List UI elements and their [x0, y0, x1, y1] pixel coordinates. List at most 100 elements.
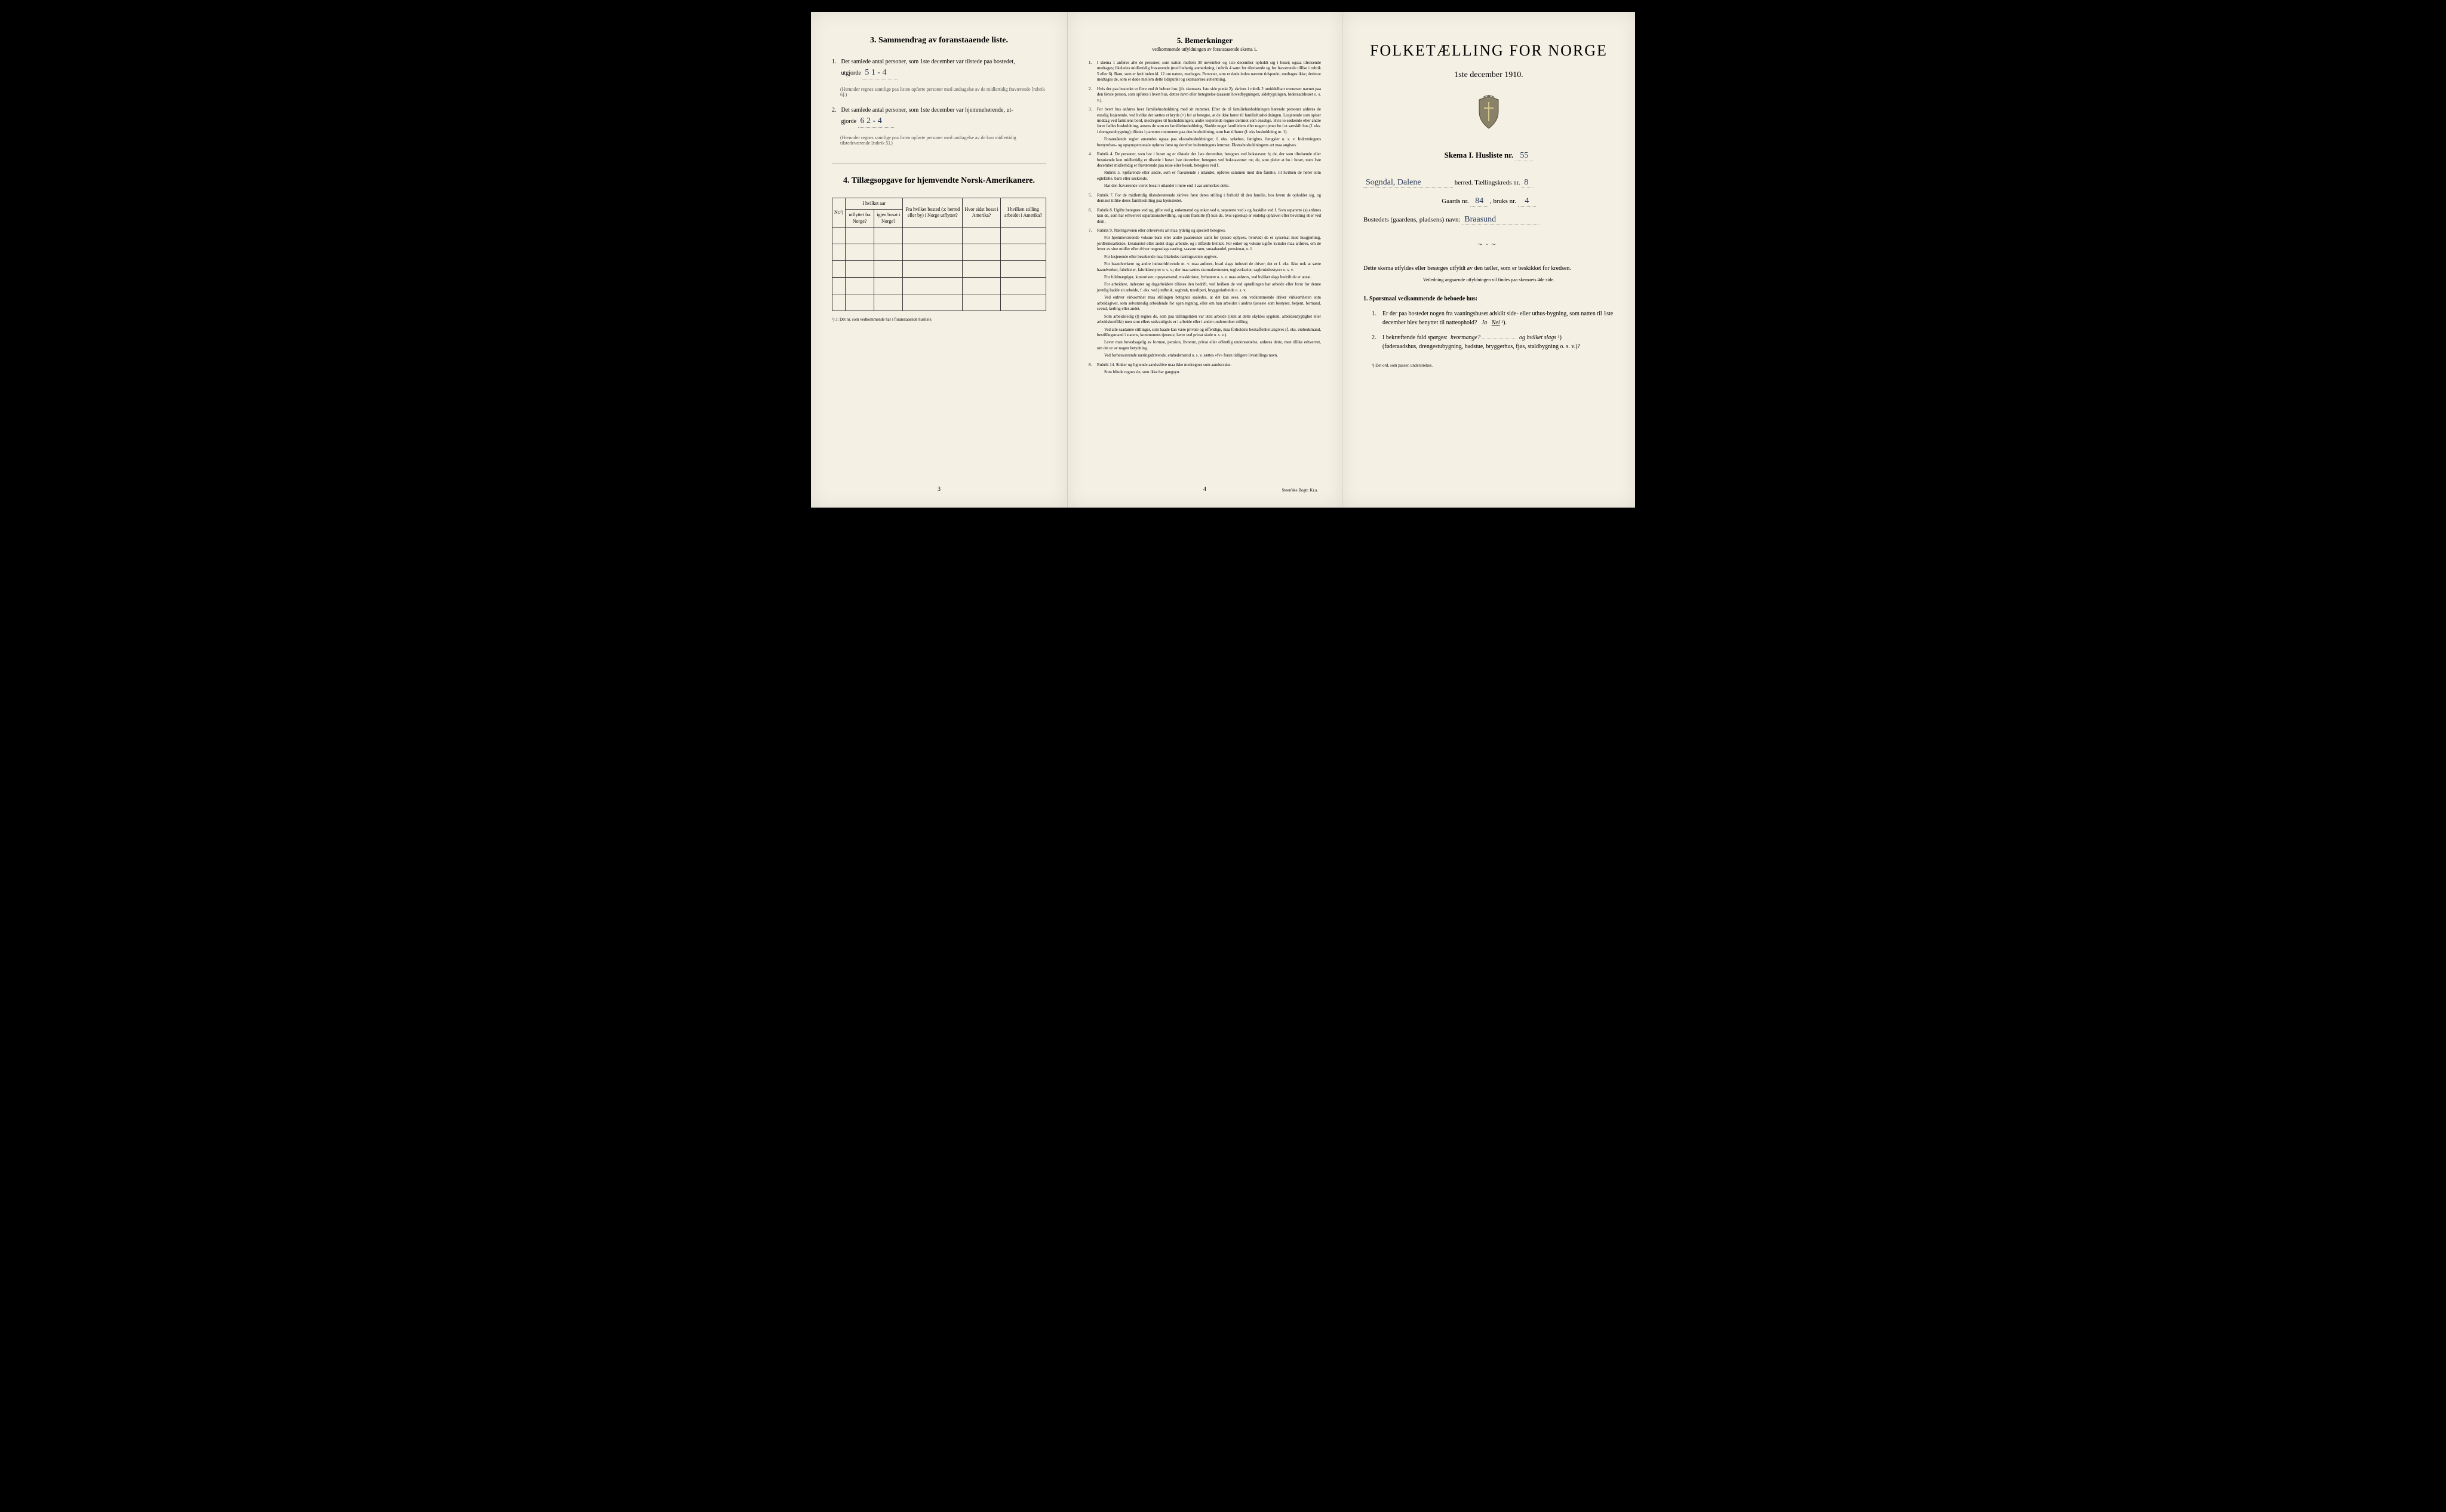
table-row: [832, 261, 1046, 278]
table-row: [832, 244, 1046, 261]
remark-item: 5.Rubrik 7. For de midlertidig tilstedev…: [1089, 193, 1321, 204]
coat-of-arms: [1363, 95, 1614, 133]
section-3-title: 3. Sammendrag av foranstaaende liste.: [832, 36, 1046, 45]
th-from: Fra hvilket bosted (ɔ: herred eller by) …: [903, 198, 963, 228]
section-4-title: 4. Tillægsopgave for hjemvendte Norsk-Am…: [832, 176, 1046, 186]
summary-item-1: 1. Det samlede antal personer, som 1ste …: [832, 57, 1046, 79]
q-number: 2.: [1372, 333, 1382, 351]
remark-paragraph: For hjemmeværende voksne barn eller andr…: [1097, 235, 1321, 252]
skema-line: Skema I. Husliste nr. 55: [1363, 150, 1614, 161]
question-1: 1. Er der paa bostedet nogen fra vaaning…: [1363, 309, 1614, 327]
summary-item-2: 2. Det samlede antal personer, som 1ste …: [832, 106, 1046, 128]
crest-icon: [1474, 95, 1503, 130]
remark-text: Rubrik 7. For de midlertidig tilstedevær…: [1097, 193, 1321, 204]
main-date: 1ste december 1910.: [1363, 70, 1614, 80]
panel-page-4: 5. Bemerkninger vedkommende utfyldningen…: [1068, 12, 1342, 508]
remark-text: For hvert hus anføres hver familiehushol…: [1097, 107, 1321, 148]
printer-credit: Steen'ske Bogtr. Kr.a.: [1282, 488, 1318, 493]
th-position: I hvilken stilling arbeidet i Amerika?: [1000, 198, 1046, 228]
remark-item: 7.Rubrik 9. Næringsveien eller erhvervet…: [1089, 228, 1321, 359]
handwritten-value-2: 6 2 - 4: [858, 115, 894, 128]
th-where: Hvor sidst bosat i Amerika?: [963, 198, 1001, 228]
th-year-group: I hvilket aar: [846, 198, 903, 210]
remark-text: I skema 1 anføres alle de personer, som …: [1097, 60, 1321, 83]
remark-paragraph: Ved forhenværende næringsdrivende, embed…: [1097, 353, 1321, 358]
census-document: 3. Sammendrag av foranstaaende liste. 1.…: [811, 12, 1635, 508]
remark-text: Hvis der paa bostedet er flere end ét be…: [1097, 87, 1321, 103]
divider: ~·~: [1363, 240, 1614, 249]
remark-text: Rubrik 9. Næringsveien eller erhvervets …: [1097, 228, 1321, 359]
table-row: [832, 278, 1046, 294]
table-footnote: ¹) ɔ: Det nr. som vedkommende har i fora…: [832, 317, 1046, 322]
item-text: Det samlede antal personer, som 1ste dec…: [841, 57, 1047, 79]
bruks-nr: 4: [1518, 196, 1536, 207]
instruction-small: Veiledning angaaende utfyldningen vil fi…: [1363, 277, 1614, 282]
remark-number: 8.: [1089, 362, 1097, 376]
herred-line: Sogndal, Dalene herred. Tællingskreds nr…: [1363, 178, 1614, 188]
th-nr: Nr.¹): [832, 198, 846, 228]
gaards-line: Gaards nr. 84 , bruks nr. 4: [1363, 196, 1614, 207]
remark-item: 8.Rubrik 14. Sinker og lignende aandsslö…: [1089, 362, 1321, 376]
q-text: I bekræftende fald spørges: hvormange? o…: [1382, 333, 1614, 351]
remark-number: 3.: [1089, 107, 1097, 148]
answer-nei: Nei: [1492, 319, 1500, 326]
page-number-4: 4: [1203, 486, 1206, 493]
kreds-nr: 8: [1522, 178, 1534, 188]
remark-paragraph: Foranstående regler anvendes ogsaa paa e…: [1097, 137, 1321, 148]
remark-paragraph: Ved enhver virksomhet maa stillingen bet…: [1097, 295, 1321, 312]
th-returned: igjen bosat i Norge?: [874, 210, 903, 228]
remark-number: 4.: [1089, 152, 1097, 189]
remark-paragraph: Som blinde regnes de, som ikke har gangs…: [1097, 370, 1321, 375]
remark-item: 1.I skema 1 anføres alle de personer, so…: [1089, 60, 1321, 83]
panel-page-3: 3. Sammendrag av foranstaaende liste. 1.…: [811, 12, 1068, 508]
remark-number: 5.: [1089, 193, 1097, 204]
section-5-subtitle: vedkommende utfyldningen av foranstaaend…: [1089, 47, 1321, 52]
remark-text: Rubrik 8. Ugifte betegnes ved ug, gifte …: [1097, 208, 1321, 225]
questions-block: 1. Spørsmaal vedkommende de beboede hus:…: [1363, 294, 1614, 351]
remark-text: Rubrik 4. De personer, som bor i huset o…: [1097, 152, 1321, 189]
item-1-note: (Herunder regnes samtlige paa listen opf…: [840, 87, 1046, 97]
remark-number: 1.: [1089, 60, 1097, 83]
section-5-title: 5. Bemerkninger: [1089, 36, 1321, 45]
remark-paragraph: Ved alle saadanne stillinger, som baade …: [1097, 327, 1321, 339]
main-title: FOLKETÆLLING FOR NORGE: [1363, 42, 1614, 60]
remark-paragraph: For fuldmægtiger, kontorister, opsynsmæn…: [1097, 275, 1321, 280]
q-number: 1.: [1372, 309, 1382, 327]
remark-item: 3.For hvert hus anføres hver familiehush…: [1089, 107, 1321, 148]
americans-table: Nr.¹) I hvilket aar Fra hvilket bosted (…: [832, 198, 1046, 311]
remarks-list: 1.I skema 1 anføres alle de personer, so…: [1089, 60, 1321, 376]
question-2: 2. I bekræftende fald spørges: hvormange…: [1363, 333, 1614, 351]
th-emigrated: utflyttet fra Norge?: [846, 210, 874, 228]
remark-item: 4.Rubrik 4. De personer, som bor i huset…: [1089, 152, 1321, 189]
page-number-3: 3: [938, 486, 941, 493]
instruction-main: Dette skema utfyldes eller besørges utfy…: [1363, 264, 1614, 273]
remark-paragraph: For losjerende eller besøkende maa likel…: [1097, 254, 1321, 260]
husliste-nr: 55: [1515, 151, 1533, 161]
remark-number: 7.: [1089, 228, 1097, 359]
item-number: 2.: [832, 106, 837, 128]
remark-paragraph: Har den fraværende været bosat i utlande…: [1097, 183, 1321, 189]
item-number: 1.: [832, 57, 837, 79]
q-text: Er der paa bostedet nogen fra vaaningshu…: [1382, 309, 1614, 327]
remark-text: Rubrik 14. Sinker og lignende aandsslöve…: [1097, 362, 1321, 376]
right-footnote: ¹) Det ord, som passer, understrekes.: [1363, 363, 1614, 368]
table-row: [832, 294, 1046, 311]
remark-number: 2.: [1089, 87, 1097, 103]
item-text: Det samlede antal personer, som 1ste dec…: [841, 106, 1047, 128]
remark-paragraph: For haandverkere og andre industridriven…: [1097, 262, 1321, 273]
remark-paragraph: For arbeidere, inderster og dagarbeidere…: [1097, 282, 1321, 293]
remark-paragraph: Som arbeidsledig (l) regnes de, som paa …: [1097, 314, 1321, 325]
remark-item: 2.Hvis der paa bostedet er flere end ét …: [1089, 87, 1321, 103]
remark-paragraph: Rubrik 5. Sjøfarende eller andre, som er…: [1097, 170, 1321, 182]
bosted-value: Braasund: [1462, 215, 1539, 225]
herred-value: Sogndal, Dalene: [1363, 178, 1453, 188]
bosted-line: Bostedets (gaardens, pladsens) navn: Bra…: [1363, 215, 1614, 225]
questions-heading: 1. Spørsmaal vedkommende de beboede hus:: [1363, 294, 1614, 303]
panel-cover: FOLKETÆLLING FOR NORGE 1ste december 191…: [1342, 12, 1635, 508]
item-2-note: (Herunder regnes samtlige paa listen opf…: [840, 135, 1046, 146]
remark-paragraph: Lever man hovedsagelig av formue, pensio…: [1097, 340, 1321, 351]
table-row: [832, 228, 1046, 244]
gaards-nr: 84: [1470, 196, 1488, 207]
handwritten-value-1: 5 1 - 4: [862, 66, 898, 79]
remark-item: 6.Rubrik 8. Ugifte betegnes ved ug, gift…: [1089, 208, 1321, 225]
